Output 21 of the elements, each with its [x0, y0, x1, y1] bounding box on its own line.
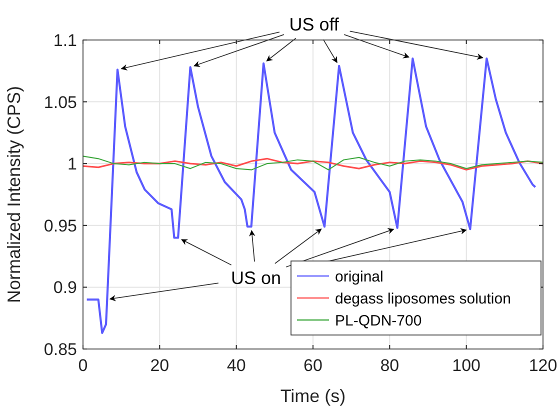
legend-label: original	[335, 268, 384, 286]
x-tick-label: 120	[528, 356, 558, 375]
legend-label: degass liposomes solution	[335, 290, 511, 308]
x-tick-label: 80	[380, 356, 400, 375]
y-tick-label: 0.9	[53, 278, 77, 298]
y-tick-label: 1.05	[44, 92, 77, 112]
y-tick-label: 0.85	[44, 340, 77, 359]
x-tick-label: 60	[304, 356, 322, 375]
y-tick-label: 0.95	[44, 216, 77, 236]
y-axis-title: Normalized Intensity (CPS)	[4, 86, 24, 304]
annotation: US off	[289, 14, 340, 34]
y-tick-label: 1	[68, 154, 77, 174]
legend-label: PL-QDN-700	[335, 312, 422, 330]
line-series	[86, 57, 536, 334]
y-tick-label: 1.1	[53, 30, 77, 50]
x-tick-label: 20	[150, 356, 170, 375]
annotation: US on	[230, 268, 282, 288]
x-tick-label: 40	[226, 356, 246, 375]
x-tick-label: 100	[452, 356, 481, 375]
x-tick-label: 0	[78, 356, 88, 375]
x-axis-title: Time (s)	[280, 386, 346, 406]
